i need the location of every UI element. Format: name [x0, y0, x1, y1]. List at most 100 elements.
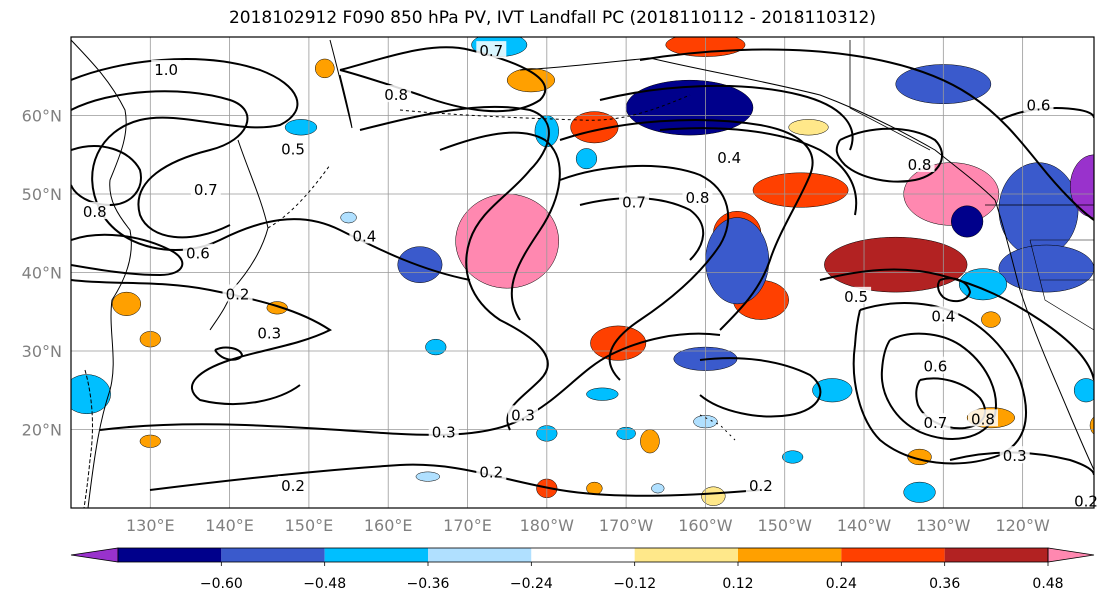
- contour-label: 0.6: [923, 358, 947, 376]
- anomaly-blob: [998, 244, 1094, 293]
- lat-tick-label: 50°N: [22, 185, 62, 204]
- contour-label-bg: [182, 243, 213, 261]
- colorbar-tick-label: 0.24: [826, 576, 857, 592]
- contour-label: 0.7: [923, 414, 947, 432]
- contour-label: 0.2: [226, 285, 250, 303]
- anomaly-blob: [788, 119, 829, 136]
- colorbar-tick-label: 0.36: [929, 576, 960, 592]
- contour-label-bg: [254, 323, 285, 341]
- contour-label-bg: [745, 476, 776, 494]
- lat-tick-label: 60°N: [22, 107, 62, 126]
- anomaly-blob: [397, 246, 443, 283]
- anomaly-blob: [701, 486, 726, 506]
- coastline-philippines: [83, 369, 93, 508]
- pv-contour: [71, 233, 184, 277]
- contour-label-bg: [682, 187, 713, 205]
- colorbar-extend-low: [70, 547, 119, 563]
- colorbar-tick-label: 0.12: [722, 576, 753, 592]
- pv-contours: [71, 46, 1094, 497]
- map-frame: [70, 36, 1095, 509]
- lon-tick-label: 150°W: [758, 516, 813, 535]
- contour-label: 0.2: [281, 477, 305, 495]
- anomaly-blob: [705, 217, 770, 305]
- anomaly-blob: [1073, 378, 1094, 403]
- colorbar-bin: [531, 548, 635, 562]
- anomaly-blob: [824, 236, 968, 293]
- coastlines: [71, 39, 1094, 508]
- pv-contour: [639, 48, 1094, 221]
- anomaly-blob: [575, 148, 598, 170]
- anomaly-blob: [284, 119, 318, 136]
- contour-label: 1.0: [154, 61, 178, 79]
- contour-label-bg: [190, 180, 221, 198]
- coastline-aleutians: [399, 94, 691, 121]
- lon-tick-label: 150°E: [285, 516, 334, 535]
- contour-label-bg: [967, 409, 998, 427]
- colorbar-tick-label: −0.24: [510, 576, 553, 592]
- figure-title: 2018102912 F090 850 hPa PV, IVT Landfall…: [228, 8, 876, 28]
- contour-label: 0.2: [1074, 493, 1098, 511]
- colorbar-bin: [738, 548, 842, 562]
- pv-contour: [214, 346, 244, 361]
- contour-label: 0.3: [1003, 447, 1027, 465]
- contour-label-bg: [222, 284, 253, 302]
- lon-tick-label: 140°E: [205, 516, 254, 535]
- coastline-asia: [71, 39, 132, 508]
- anomaly-blob: [315, 58, 335, 79]
- contour-label: 0.7: [194, 181, 218, 199]
- anomaly-blob: [903, 481, 936, 503]
- pv-contour: [999, 107, 1094, 121]
- pv-contour: [71, 279, 332, 406]
- anomaly-blob: [71, 374, 111, 415]
- pv-contour: [915, 377, 986, 430]
- lon-tick-label: 160°W: [678, 516, 733, 535]
- contour-label: 0.8: [908, 156, 932, 174]
- lon-tick-label: 160°E: [364, 516, 413, 535]
- lat-tick-label: 40°N: [22, 264, 62, 283]
- colorbar-tick-label: 0.48: [1032, 576, 1063, 592]
- contour-label-bg: [920, 356, 951, 374]
- pv-contour: [880, 332, 997, 440]
- colorbar-frame: [117, 547, 1049, 563]
- contour-label-bg: [1023, 95, 1054, 113]
- colorbar: −0.60 −0.48 −0.36 −0.24 −0.12 0.12 0.24 0.36 0.4…: [70, 547, 1095, 592]
- pv-contour: [579, 197, 705, 261]
- colorbar-bin: [118, 548, 222, 562]
- pv-contour: [852, 302, 1027, 465]
- pv-contour: [937, 277, 972, 303]
- contour-label-bg: [349, 226, 380, 244]
- lat-tick-label: 20°N: [22, 421, 62, 440]
- coastline-japan: [209, 139, 269, 331]
- contour-label: 0.3: [432, 424, 456, 442]
- anomaly-blob: [1069, 154, 1094, 218]
- anomaly-blob: [590, 325, 647, 361]
- colorbar-bin: [221, 548, 325, 562]
- pv-contour: [559, 119, 814, 331]
- lon-tick-label: 130°W: [916, 516, 971, 535]
- pc-anomaly-fills: [71, 37, 1094, 506]
- contour-label: 0.2: [749, 477, 773, 495]
- contour-label: 0.8: [384, 86, 408, 104]
- contour-label-bg: [151, 59, 182, 77]
- contour-label: 0.8: [83, 203, 107, 221]
- longitude-tick-labels: 130°E 140°E 150°E 160°E 170°E 180°W 170°W 160°W…: [126, 516, 1050, 535]
- contour-label: 0.8: [686, 189, 710, 207]
- contour-label: 0.3: [257, 325, 281, 343]
- contour-label: 0.6: [1027, 96, 1051, 114]
- pv-contour: [99, 332, 721, 436]
- colorbar-tick-label: −0.12: [613, 576, 656, 592]
- contour-label-bg: [999, 446, 1030, 464]
- contour-label-bg: [79, 202, 110, 220]
- anomaly-blob: [625, 79, 754, 136]
- latitude-tick-labels: 60°N 50°N 40°N 30°N 20°N: [22, 107, 62, 440]
- colorbar-bin: [324, 548, 428, 562]
- contour-label-bg: [928, 306, 959, 324]
- colorbar-tick-label: −0.48: [303, 576, 346, 592]
- contour-label-bg: [278, 476, 309, 494]
- lon-tick-label: 120°W: [995, 516, 1050, 535]
- contour-label: 0.8: [971, 410, 995, 428]
- colorbar-extend-high: [1047, 547, 1095, 563]
- anomaly-blob: [455, 193, 559, 289]
- lon-tick-label: 180°W: [520, 516, 575, 535]
